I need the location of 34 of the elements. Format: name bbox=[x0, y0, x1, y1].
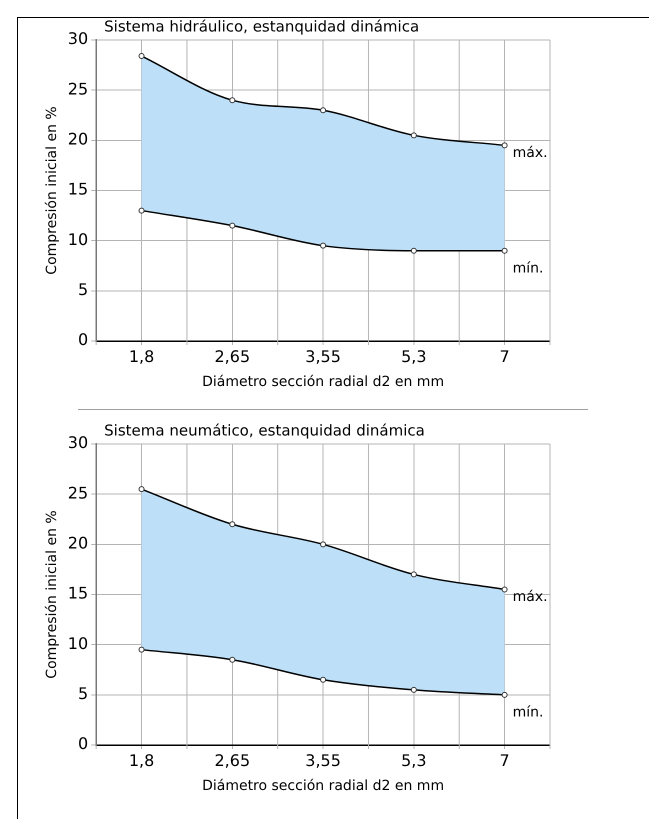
x-tick-label: 1,8 bbox=[128, 750, 154, 770]
y-axis-title: Compresión inicial en % bbox=[44, 106, 60, 275]
y-tick-label: 0 bbox=[78, 734, 88, 754]
x-tick-label: 1,8 bbox=[128, 346, 154, 366]
series-label: mín. bbox=[512, 704, 544, 720]
x-tick-label: 2,65 bbox=[214, 750, 250, 770]
y-tick-label: 20 bbox=[68, 129, 88, 148]
y-tick-label: 20 bbox=[68, 533, 88, 552]
y-tick-label: 25 bbox=[68, 483, 88, 502]
y-tick-label: 5 bbox=[78, 280, 88, 299]
chart-title: Sistema hidráulico, estanquidad dinámica bbox=[104, 17, 420, 36]
y-axis-title: Compresión inicial en % bbox=[44, 510, 60, 679]
x-axis-title: Diámetro sección radial d2 en mm bbox=[202, 374, 444, 390]
x-tick-label: 7 bbox=[500, 346, 510, 366]
x-axis-title: Diámetro sección radial d2 en mm bbox=[202, 778, 444, 794]
y-tick-label: 25 bbox=[68, 79, 88, 98]
y-tick-label: 0 bbox=[78, 330, 88, 350]
y-tick-label: 10 bbox=[68, 230, 88, 249]
y-tick-label: 15 bbox=[68, 584, 88, 603]
x-tick-label: 5,3 bbox=[401, 750, 427, 770]
x-tick-label: 3,55 bbox=[305, 346, 341, 366]
y-tick-label: 5 bbox=[78, 684, 88, 703]
series-label: máx. bbox=[512, 144, 548, 161]
x-tick-label: 7 bbox=[500, 750, 510, 770]
y-tick-label: 15 bbox=[68, 180, 88, 199]
x-tick-label: 2,65 bbox=[214, 346, 250, 366]
x-tick-label: 3,55 bbox=[305, 750, 341, 770]
y-tick-label: 30 bbox=[68, 29, 88, 48]
y-tick-label: 30 bbox=[68, 433, 88, 452]
y-tick-label: 10 bbox=[68, 634, 88, 653]
x-tick-label: 5,3 bbox=[401, 346, 427, 366]
series-label: máx. bbox=[512, 589, 548, 606]
series-label: mín. bbox=[512, 260, 544, 276]
chart-title: Sistema neumático, estanquidad dinámica bbox=[104, 421, 425, 440]
